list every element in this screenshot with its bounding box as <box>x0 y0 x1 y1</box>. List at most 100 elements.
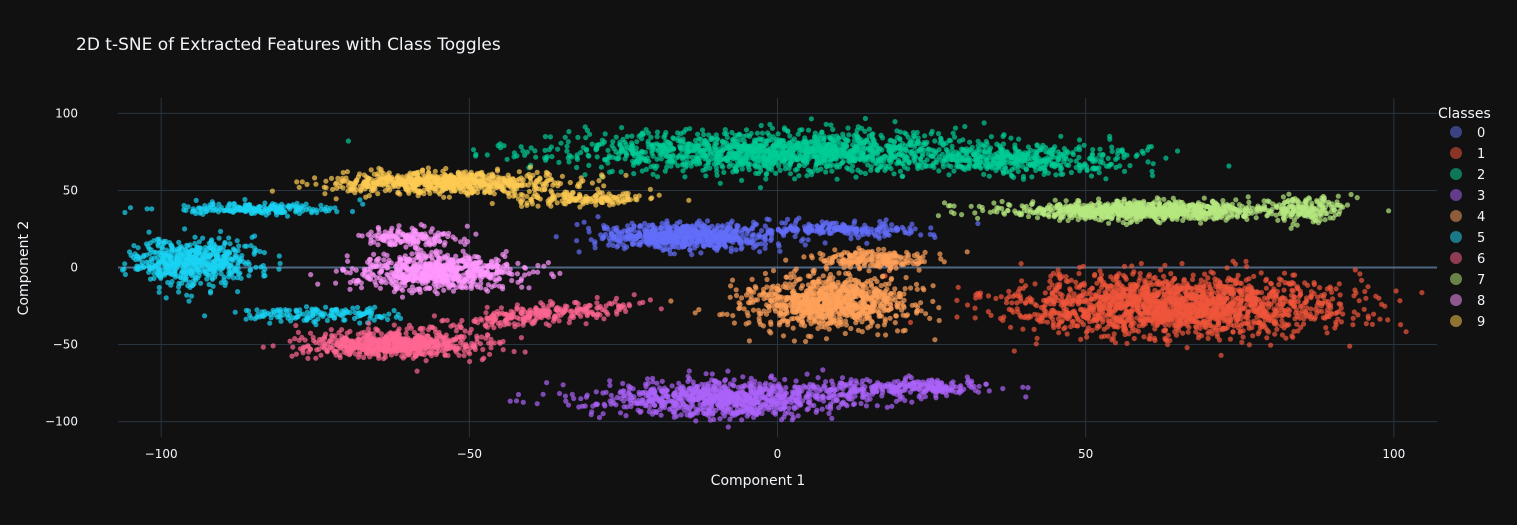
data-point <box>1223 285 1228 290</box>
data-point <box>1003 153 1008 158</box>
data-point <box>619 232 624 237</box>
data-point <box>1359 278 1364 283</box>
data-point <box>740 240 745 245</box>
data-point <box>619 169 624 174</box>
data-point <box>690 240 695 245</box>
data-point <box>1082 143 1087 148</box>
data-point <box>1325 286 1330 291</box>
data-point <box>1376 296 1381 301</box>
data-point <box>705 162 710 167</box>
data-point <box>752 138 757 143</box>
data-point <box>763 163 768 168</box>
data-point <box>601 223 606 228</box>
data-point <box>583 124 588 129</box>
data-point <box>1302 280 1307 285</box>
data-point <box>680 156 685 161</box>
data-point <box>1118 305 1123 310</box>
data-point <box>1234 277 1239 282</box>
data-point <box>1185 345 1190 350</box>
data-point <box>1028 299 1033 304</box>
data-point <box>1209 291 1214 296</box>
data-point <box>569 154 574 159</box>
data-point <box>1106 298 1111 303</box>
data-point <box>1043 290 1048 295</box>
data-point <box>1193 329 1198 334</box>
data-point <box>681 139 686 144</box>
data-point <box>1119 148 1124 153</box>
data-point <box>610 143 615 148</box>
data-point <box>1167 311 1172 316</box>
data-point <box>1058 134 1063 139</box>
data-point <box>811 148 816 153</box>
data-point <box>928 232 933 237</box>
data-point <box>586 163 591 168</box>
data-point <box>1097 152 1102 157</box>
data-point <box>668 251 673 256</box>
data-point <box>1251 321 1256 326</box>
data-point <box>1145 159 1150 164</box>
data-point <box>1032 327 1037 332</box>
data-point <box>525 150 530 155</box>
data-point <box>1109 145 1114 150</box>
data-point <box>606 243 611 248</box>
data-point <box>519 144 524 149</box>
data-point <box>1277 301 1282 306</box>
data-point <box>768 228 773 233</box>
data-point <box>823 240 828 245</box>
data-point <box>855 168 860 173</box>
data-point <box>707 146 712 151</box>
data-point <box>860 152 865 157</box>
data-point <box>747 167 752 172</box>
data-point <box>862 223 867 228</box>
data-point <box>1138 317 1143 322</box>
data-point <box>918 232 923 237</box>
data-point <box>841 135 846 140</box>
data-point <box>799 238 804 243</box>
data-point <box>792 176 797 181</box>
data-point <box>805 151 810 156</box>
data-point <box>1244 302 1249 307</box>
data-point <box>781 144 786 149</box>
data-point <box>1206 336 1211 341</box>
data-point <box>1156 311 1161 316</box>
data-point <box>1291 289 1296 294</box>
data-point <box>1246 276 1251 281</box>
data-point <box>1205 301 1210 306</box>
data-point <box>1129 284 1134 289</box>
data-point <box>945 151 950 156</box>
data-point <box>973 315 978 320</box>
data-point <box>1276 282 1281 287</box>
data-point <box>1065 331 1070 336</box>
data-point <box>1152 326 1157 331</box>
data-point <box>835 152 840 157</box>
data-point <box>663 152 668 157</box>
data-point <box>1184 286 1189 291</box>
data-point <box>582 220 587 225</box>
data-point <box>744 147 749 152</box>
data-point <box>866 145 871 150</box>
data-point <box>605 227 610 232</box>
data-point <box>755 131 760 136</box>
data-point <box>1099 334 1104 339</box>
data-point <box>1077 137 1082 142</box>
data-point <box>660 142 665 147</box>
data-point <box>1077 168 1082 173</box>
data-point <box>1292 316 1297 321</box>
data-point <box>653 166 658 171</box>
data-point <box>1090 147 1095 152</box>
data-point <box>564 149 569 154</box>
data-point <box>1134 283 1139 288</box>
data-point <box>1116 271 1121 276</box>
data-point <box>1382 304 1387 309</box>
data-point <box>983 144 988 149</box>
data-point <box>578 150 583 155</box>
data-point <box>734 168 739 173</box>
data-point <box>760 131 765 136</box>
data-point <box>584 148 589 153</box>
data-point <box>1022 315 1027 320</box>
data-point <box>1247 326 1252 331</box>
data-point <box>864 230 869 235</box>
data-point <box>1140 302 1145 307</box>
data-point <box>512 150 517 155</box>
data-point <box>981 149 986 154</box>
